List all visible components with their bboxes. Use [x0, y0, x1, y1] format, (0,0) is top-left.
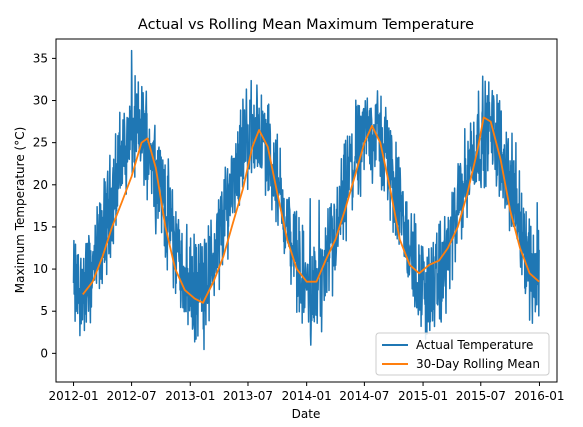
x-tick-label: 2016-01	[514, 389, 564, 403]
y-tick-label: 15	[33, 220, 48, 234]
y-tick-label: 35	[33, 51, 48, 65]
y-tick-label: 30	[33, 94, 48, 108]
x-tick-label: 2014-07	[339, 389, 389, 403]
x-tick-label: 2012-07	[107, 389, 157, 403]
y-tick-label: 20	[33, 178, 48, 192]
x-tick-label: 2015-01	[398, 389, 448, 403]
x-tick-label: 2015-07	[456, 389, 506, 403]
legend-label-actual: Actual Temperature	[416, 338, 533, 352]
series-line-rolling-mean	[82, 116, 540, 304]
x-tick-label: 2013-07	[223, 389, 273, 403]
y-axis: 0 5 10 15 20 25 30 35	[33, 51, 56, 360]
x-tick-label: 2013-01	[165, 389, 215, 403]
chart-title: Actual vs Rolling Mean Maximum Temperatu…	[138, 17, 474, 33]
x-axis: 2012-01 2012-07 2013-01 2013-07 2014-01 2014-…	[48, 382, 565, 403]
x-tick-label: 2012-01	[48, 389, 98, 403]
y-tick-label: 5	[40, 304, 48, 318]
y-tick-label: 10	[33, 262, 48, 276]
y-tick-label: 25	[33, 136, 48, 150]
legend: Actual Temperature 30-Day Rolling Mean	[375, 332, 550, 376]
x-axis-title: Date	[292, 407, 321, 421]
series-layer	[72, 49, 540, 351]
legend-box	[375, 332, 550, 376]
x-tick-label: 2014-01	[282, 389, 332, 403]
legend-label-rolling-mean: 30-Day Rolling Mean	[416, 357, 540, 371]
y-axis-title: Maximum Temperature (°C)	[13, 127, 27, 294]
y-tick-label: 0	[40, 346, 48, 360]
